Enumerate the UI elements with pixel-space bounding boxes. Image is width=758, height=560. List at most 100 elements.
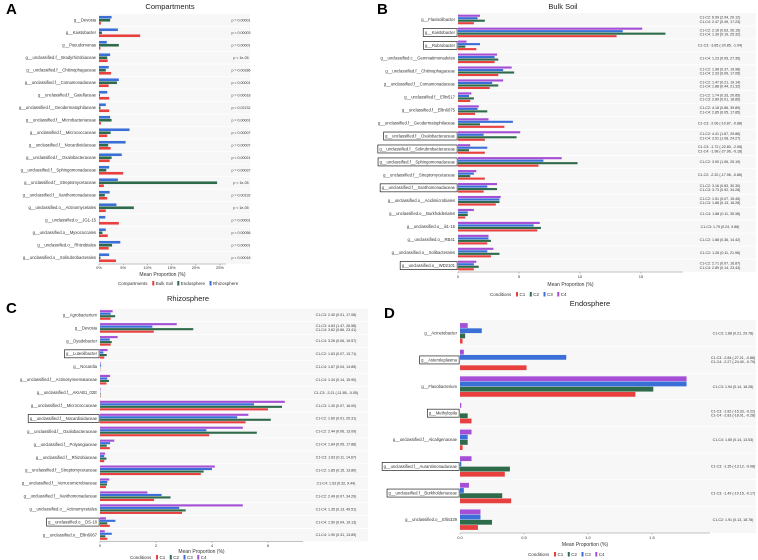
legend-item-label: C2 [571, 552, 577, 557]
category-label: g__unclassified.f__Comamonadaceae [25, 80, 97, 85]
bar-c2 [100, 444, 107, 447]
category-label: g__unclassified.o__DS-18 [48, 519, 98, 524]
bar-c1 [100, 524, 110, 527]
bar-bulk-soil [99, 184, 104, 188]
category-label: g__unclassified.f__Burkholderiaceae [389, 490, 458, 495]
category-row: g__unclassified.f__Microbacteriaceae p = … [26, 115, 251, 125]
bar-c1 [458, 35, 617, 38]
category-row: g__unclassified.f__Nocardioidaceae C1-C2:… [27, 413, 356, 424]
category-label: g__unclassified.f__Micrococcaceae [30, 130, 97, 135]
bar-c2 [458, 200, 500, 204]
stat-annotation: p = 0.00001 [231, 43, 250, 47]
bar-endosphere [99, 43, 119, 47]
bar-c4 [100, 323, 177, 326]
category-label: g__unclassified.f__Streptomycetaceae [383, 172, 456, 177]
bar-endosphere [99, 168, 107, 172]
stat-annotation: p = 0.00007 [231, 131, 250, 135]
category-label: g__unclassified.f__Verrucomicrobiaceae [22, 481, 98, 486]
category-row: g__unclassified.f__Sphingomonadaceae p = … [21, 165, 251, 175]
bar-bulk-soil [99, 84, 109, 88]
category-label: g__Luteolibacter [66, 351, 98, 356]
stat-annotation: C1-C4: 1.50 (0.04, 19.13) [316, 520, 357, 524]
legend-item-label: Endosphere [181, 281, 206, 286]
category-label: g__unclassified.o__Myxococcales [33, 230, 96, 235]
stat-annotation: C1-C3: 3.73 (0.92, 34.28) [700, 188, 741, 192]
x-tick-label: 0.5 [521, 535, 527, 540]
bar-c1 [100, 343, 111, 346]
bar-c2 [460, 386, 654, 392]
bar-c3 [100, 493, 162, 496]
bar-c2 [460, 413, 468, 419]
bar-c4 [458, 92, 472, 95]
bar-c1 [458, 86, 490, 90]
bar-c1 [458, 61, 495, 64]
bar-c1 [460, 391, 636, 397]
bar-c4 [100, 413, 249, 416]
panel-c: C Rhizosphere g__Agrobacterium C1-C3: 2.40 … [6, 294, 368, 560]
stat-annotation: p = 0.00192 [231, 193, 250, 197]
bar-c3 [100, 312, 111, 315]
bar-c3 [100, 506, 180, 509]
bar-c1 [100, 317, 111, 320]
category-label: g__unclassified.f__Oxalobacteraceae [385, 133, 456, 138]
highlight-box [419, 355, 460, 365]
category-label: g__unclassified.f__Alcaligenaceae [393, 437, 458, 442]
category-label: g__unclassified.o__Acidimicrobiales [388, 198, 455, 203]
highlight-box [27, 414, 100, 423]
bar-c3 [458, 211, 468, 214]
bar-bulk-soil [99, 221, 119, 225]
legend-item-label: C3 [187, 555, 193, 560]
stat-annotation: C1-C2: 1.98 (0.37, 19.98) [700, 67, 741, 71]
stat-annotation: C1-C4: -2.27 (-24.40, -0.79) [711, 360, 755, 364]
bar-c4 [100, 349, 108, 352]
bar-c3 [458, 68, 504, 72]
category-row: g__unclassified.o__DS-18 C1-C4: 1.50 (0.0… [46, 517, 357, 527]
category-label: g__unclassified.f__Streptomycetaceae [24, 180, 97, 185]
stat-annotation: p = 0.00018 [231, 256, 250, 260]
bar-c2 [458, 71, 515, 74]
bar-c3 [458, 250, 488, 253]
category-row: g__unclassified.o__Actinomycetales p < 1e… [28, 203, 249, 213]
bar-c2 [460, 493, 503, 499]
category-label: g__unclassified.f__Micrococcaceae [31, 403, 98, 408]
category-label: g__unclassified.f__Streptomycetaceae [25, 468, 98, 473]
category-label: g__unclassified.f__Nocardioidaceae [29, 143, 97, 148]
legend-item-label: C2 [533, 292, 539, 297]
category-row: g__Dyadobacter C1-C4: 3.26 (0.06, 19.57) [66, 336, 356, 346]
category-label: g__unclassified.f__Microbacteriaceae [26, 118, 97, 123]
category-label: g__unclassified.o__Ellin6067 [43, 532, 98, 537]
legend-item-label: Rhizosphere [213, 281, 239, 286]
legend-swatch [169, 555, 172, 560]
highlight-box [399, 261, 458, 270]
x-tick-label: 2 [155, 543, 158, 548]
category-label: g__unclassified.o__RB41 [408, 237, 456, 242]
bar-c1 [100, 447, 110, 450]
category-label: g__Asteroleplasma [421, 357, 458, 362]
category-label: g__unclassified.f__Ellin6075 [402, 108, 456, 113]
category-label: g__unclassified.o__Solibacterales [392, 250, 455, 255]
bar-c4 [458, 79, 504, 82]
legend: Conditions C1 C2 C3 C4 [130, 555, 207, 560]
stat-annotation: C1-C2: 4.18 (0.86, 39.89) [700, 106, 741, 110]
bar-rhizosphere [99, 178, 118, 182]
stat-annotation: C1-C4: 2.47 (0.49, 17.23) [700, 20, 741, 24]
bar-c1 [100, 330, 154, 333]
category-label: g__unclassified.f__Oxalobacteraceae [26, 155, 97, 160]
category-label: g__Methylopila [429, 411, 458, 416]
bar-c3 [100, 416, 238, 419]
bar-c1 [458, 216, 466, 219]
category-label: g__Devosia [74, 18, 97, 23]
category-row: g__unclassified.f__Ellin517 C1-C2: 1.74 (… [404, 92, 740, 102]
category-label: g__unclassified.f__Chitinophagaceae [26, 68, 96, 73]
bar-endosphere [99, 93, 100, 97]
legend-item-label: C4 [561, 292, 567, 297]
legend-item-label: C2 [173, 555, 179, 560]
bar-c1 [458, 177, 485, 180]
bar-c4 [100, 517, 106, 520]
bar-c1 [100, 473, 201, 476]
x-tick-label: 0.0 [457, 535, 463, 540]
category-label: g__Devosia [75, 325, 98, 330]
bar-endosphere [99, 243, 113, 247]
category-label: g__unclassified.o__Rhizobiales [37, 243, 96, 248]
category-row: g__unclassified.f__Verrucomicrobiaceae C1… [22, 478, 355, 489]
